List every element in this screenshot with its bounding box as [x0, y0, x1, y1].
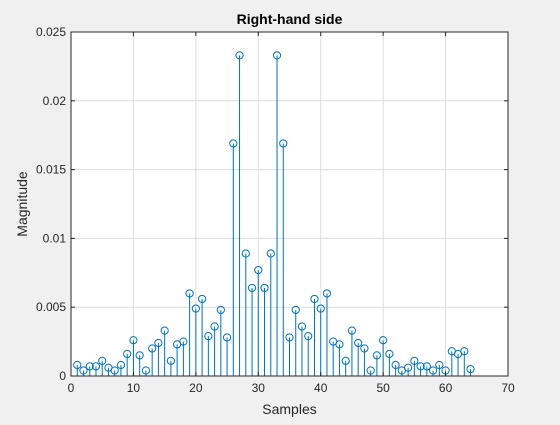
y-tick-label: 0.01	[43, 231, 67, 245]
stem-marker	[241, 249, 250, 258]
y-tick-label: 0	[59, 369, 66, 383]
stem-marker	[148, 344, 157, 353]
stem-marker	[141, 366, 151, 375]
stem-marker	[335, 340, 344, 349]
stem-marker	[460, 347, 469, 356]
stem-marker	[129, 336, 138, 345]
stem-marker	[435, 360, 444, 370]
x-tick-label: 70	[501, 381, 515, 395]
stem-marker	[279, 139, 288, 148]
stem-marker	[235, 51, 244, 60]
stem-marker	[154, 338, 163, 348]
y-tick-label: 0.005	[36, 300, 66, 314]
stem-marker	[191, 304, 200, 313]
axes-frame	[70, 31, 509, 377]
stem-marker	[166, 356, 175, 365]
x-axis-label: Samples	[262, 401, 316, 417]
stem-marker	[354, 338, 363, 348]
stem-marker	[91, 362, 101, 371]
stem-marker	[123, 349, 132, 359]
stem-marker	[297, 322, 307, 331]
y-tick-label: 0.025	[36, 25, 66, 39]
stem-marker	[404, 363, 413, 372]
stem-marker	[216, 305, 225, 315]
stem-marker	[185, 289, 194, 298]
stem-marker	[316, 304, 325, 313]
stem-marker	[98, 356, 107, 365]
stem-marker	[247, 283, 257, 293]
stem-series	[73, 51, 475, 376]
x-tick-label: 20	[189, 381, 203, 395]
y-axis-label: Magnitude	[14, 171, 30, 237]
ticks: 0 10 20 30 40 50 60 70 0 0.005 0.01 0.015 0.02 0.025	[36, 25, 515, 395]
stem-marker	[116, 360, 126, 370]
stem-marker	[360, 344, 369, 353]
stem-marker	[110, 366, 119, 375]
stem-marker	[410, 356, 419, 365]
stem-marker	[285, 333, 294, 342]
stem-marker	[391, 360, 400, 370]
stem-marker	[229, 139, 238, 148]
stem-marker	[266, 249, 275, 258]
stem-marker	[372, 351, 381, 360]
stem-marker	[79, 366, 88, 375]
stem-marker	[85, 362, 94, 371]
stem-marker	[322, 289, 332, 298]
stem-marker	[160, 326, 169, 335]
stem-marker	[73, 360, 82, 370]
x-tick-label: 0	[68, 381, 75, 395]
x-tick-label: 50	[376, 381, 390, 395]
stem-marker	[254, 265, 263, 275]
stem-marker	[179, 337, 188, 346]
stem-marker	[204, 331, 213, 341]
stem-marker	[260, 283, 269, 293]
stem-marker	[222, 333, 232, 342]
stem-marker	[272, 51, 282, 60]
x-tick-label: 30	[252, 381, 266, 395]
stem-marker	[341, 356, 350, 365]
stem-marker	[428, 366, 438, 375]
stem-marker	[135, 351, 144, 360]
stem-marker	[385, 349, 394, 359]
stem-marker	[379, 336, 388, 345]
stem-marker	[198, 294, 207, 304]
x-tick-label: 40	[314, 381, 328, 395]
axes-background	[71, 32, 508, 376]
stem-marker	[310, 294, 319, 304]
stem-marker	[466, 365, 475, 374]
stem-marker	[422, 362, 431, 371]
grid	[71, 32, 508, 376]
stem-marker	[366, 366, 375, 375]
stem-marker	[304, 331, 313, 341]
stem-marker	[210, 322, 219, 331]
y-tick-label: 0.02	[43, 94, 67, 108]
y-tick-label: 0.015	[36, 163, 66, 177]
chart-title: Right-hand side	[237, 11, 343, 27]
stem-marker	[291, 305, 300, 315]
stem-marker	[416, 362, 425, 371]
x-tick-label: 60	[439, 381, 453, 395]
stem-marker	[347, 326, 357, 335]
x-tick-label: 10	[127, 381, 141, 395]
